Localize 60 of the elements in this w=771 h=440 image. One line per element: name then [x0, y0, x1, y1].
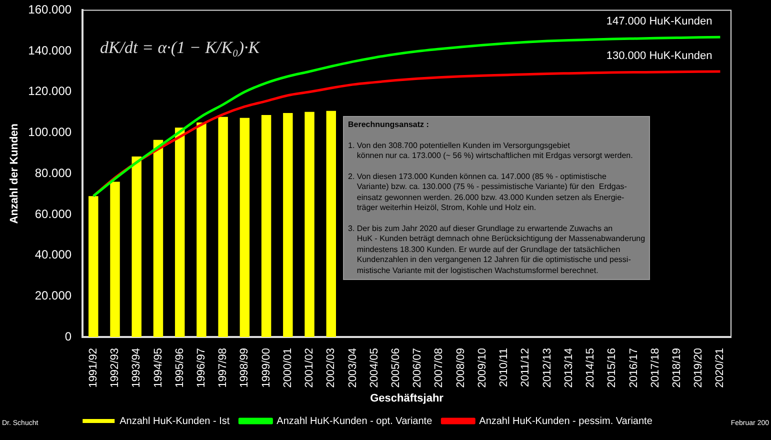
y-tick-label: 120.000 [28, 84, 72, 98]
x-tick-label: 2007/08 [433, 348, 446, 388]
x-tick-label: 2009/10 [476, 348, 488, 388]
x-tick-label: 1992/93 [109, 348, 122, 388]
y-tick-label: 160.000 [28, 2, 72, 17]
bar [283, 112, 293, 338]
x-tick-label: 2001/02 [304, 348, 316, 388]
bar [304, 112, 314, 338]
x-tick-label: 1999/00 [260, 348, 272, 388]
bar [88, 196, 98, 338]
bar [110, 182, 120, 338]
x-tick-label: 2002/03 [325, 348, 338, 388]
annotation: 130.000 HuK-Kunden [606, 50, 712, 62]
legend-label: Anzahl HuK-Kunden - Ist [120, 416, 230, 427]
x-tick-label: 1991/92 [87, 348, 100, 388]
x-tick-label: 2000/01 [282, 348, 294, 388]
x-tick-label: 2011/12 [520, 348, 532, 387]
annotation: 147.000 HuK-Kunden [606, 16, 712, 28]
y-tick-label: 40.000 [34, 248, 72, 262]
x-tick-label: 2006/07 [412, 348, 424, 388]
bar [174, 128, 185, 338]
x-tick-label: 1993/94 [130, 348, 143, 388]
x-tick-label: 1996/97 [195, 348, 208, 388]
y-tick-label: 20.000 [34, 288, 72, 302]
y-tick-label: 80.000 [34, 166, 72, 180]
x-tick-label: 1995/96 [174, 348, 186, 388]
x-tick-label: 2017/18 [649, 348, 662, 388]
x-tick-label: 2012/13 [541, 348, 554, 388]
y-tick-label: 100.000 [28, 125, 72, 140]
x-tick-label: 2020/21 [714, 348, 726, 388]
x-tick-label: 2004/05 [368, 348, 380, 388]
x-tick-label: 2013/14 [562, 348, 575, 388]
bar [196, 122, 206, 338]
bar [132, 156, 142, 338]
y-tick-label: 0 [64, 329, 72, 344]
bar [218, 116, 228, 338]
legend-label: Anzahl HuK-Kunden - opt. Variante [276, 416, 433, 427]
x-tick-label: 2016/17 [628, 348, 640, 388]
legend-label: Anzahl HuK-Kunden - pessim. Variante [479, 416, 653, 427]
bar [326, 110, 336, 338]
annotation: dK/dt = α·(1 − K/K₀)·K [100, 38, 260, 58]
y-tick-label: 140.000 [28, 43, 72, 58]
x-tick-label: 2019/20 [692, 348, 705, 388]
x-tick-label: 2018/19 [670, 348, 683, 388]
bar [240, 118, 250, 338]
x-tick-label: 1997/98 [217, 348, 230, 388]
x-tick-label: 2014/15 [584, 348, 597, 388]
text: Berechnungsansatz : 1. Von den 308.700 potentiellen Kunden im Versorgungsgebiet können nur ca. 173.000 (~ 56 %) wirtschaftlichen mit Erdgas versorgt werden. 2. Von diesen 173.000 Kunden können ca. 147.000 (85 % - optimistische Variante) bzw. ca. 130.000 (75 % - pessimistische Variante) für den Erdgas- einsatz gewonnen werden. 26.000 bzw. 43.000 Kunden setzen als Energie- träger weiterhin Heizöl, Strom, Kohle und Holz ein. 3. Der bis zum Jahr 2020 auf dieser Grundlage zu erwartende Zuwachs an HuK - Kunden beträgt demnach ohne Berücksichtigung der Massenabwanderung mindestens 18.300 Kunden. Er wurde auf der Grundlage der tatsächlichen Kundenzahlen in den vergangenen 12 Jahren für die optimistische und pessi- mistische Variante mit der logistischen Wachstumsformel berechnet. [348, 120, 646, 275]
x-tick-label: 2008/09 [454, 348, 467, 388]
x-tick-label: 1994/95 [152, 348, 164, 388]
x-tick-label: 2015/16 [606, 348, 618, 388]
x-tick-label: 2010/11 [498, 348, 510, 387]
x-tick-label: 2005/06 [390, 348, 402, 388]
x-axis-title: Geschäftsjahr [370, 392, 444, 404]
bar [153, 140, 164, 338]
x-tick-label: 2003/04 [346, 348, 359, 388]
y-axis-title: Anzahl der Kunden [8, 123, 21, 224]
x-tick-label: 1998/99 [238, 348, 251, 388]
y-tick-label: 60.000 [34, 206, 72, 221]
bar [261, 114, 272, 338]
